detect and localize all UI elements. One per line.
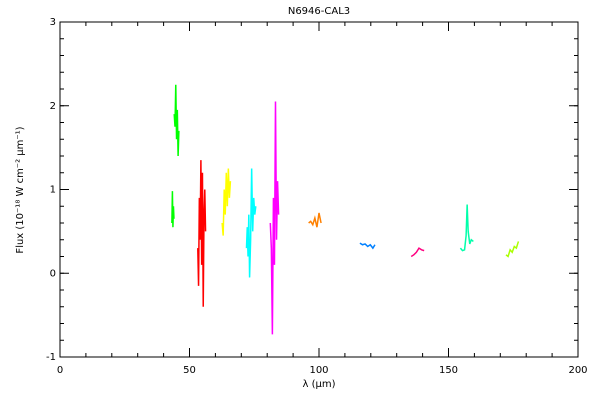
x-axis-label: λ (µm) [302,379,335,390]
x-tick-label: 0 [57,365,63,376]
y-tick-label: 2 [50,101,56,112]
spectrum-line [410,247,425,258]
spectrum-line [308,212,322,228]
chart-title: N6946-CAL3 [288,6,350,17]
spectrum-line [269,101,280,335]
y-axis-label: Flux (10⁻¹⁸ W cm⁻² µm⁻¹) [15,126,26,253]
y-tick-label: 0 [50,268,56,279]
spectrum-line [173,84,180,157]
spectrum-line [459,204,474,252]
spectrum-line [171,191,175,228]
spectrum-line [245,168,257,278]
spectrum-line [505,241,520,258]
y-tick-label: 1 [50,185,56,196]
x-tick-label: 200 [568,365,587,376]
y-tick-label: -1 [46,352,56,363]
spectrum-line [359,242,376,250]
x-tick-label: 150 [439,365,458,376]
y-tick-label: 3 [50,17,56,28]
x-tick-label: 100 [309,365,328,376]
x-tick-label: 50 [183,365,196,376]
spectrum-line [221,168,232,236]
spectrum-line [197,160,207,307]
